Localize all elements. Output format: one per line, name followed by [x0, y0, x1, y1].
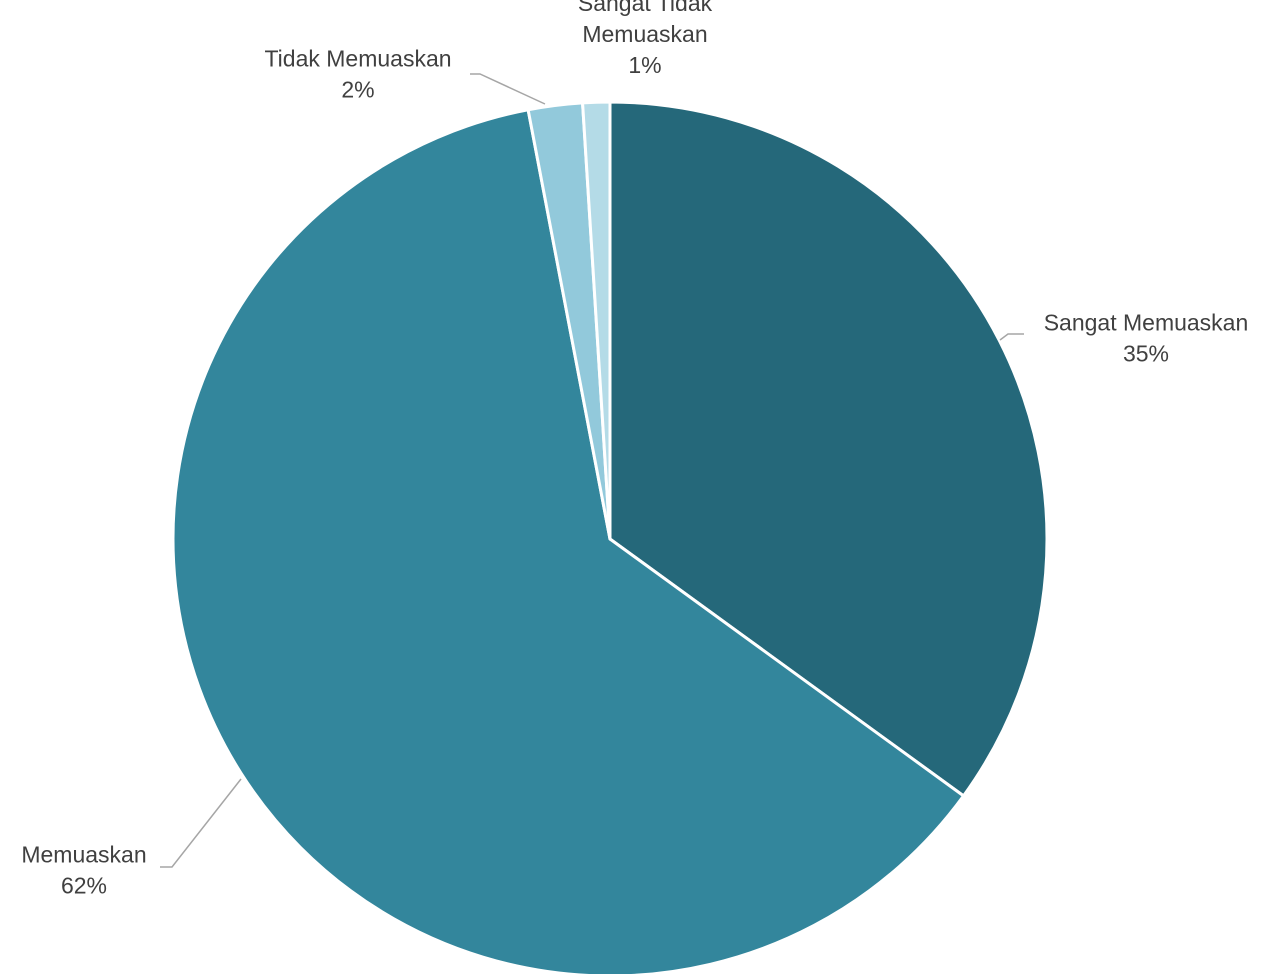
leader-lines: [160, 73, 1024, 868]
leader-line-1: [160, 778, 242, 868]
slice-label-1: Memuaskan 62%: [21, 842, 146, 899]
slice-labels: Sangat Memuaskan 35% Memuaskan 62% Tidak Mem…: [21, 0, 1248, 899]
pie-slice-3: [581, 100, 612, 541]
pie-slices: [171, 100, 1049, 974]
leader-line-2: [470, 73, 546, 105]
slice-value-label: 2%: [341, 77, 374, 103]
leader-line-0: [999, 333, 1024, 341]
slice-category-label: Memuaskan: [21, 842, 146, 868]
slice-category-label: Sangat Tidak: [578, 0, 713, 16]
slice-category-label: Sangat Memuaskan: [1044, 310, 1249, 336]
slice-label-0: Sangat Memuaskan 35%: [1044, 310, 1249, 367]
slice-value-label: 62%: [61, 873, 107, 899]
slice-category-label: Memuaskan: [582, 21, 707, 47]
pie-slice-1: [171, 108, 966, 974]
slice-value-label: 1%: [628, 52, 661, 78]
slice-label-2: Tidak Memuaskan 2%: [264, 46, 451, 103]
slice-category-label: Tidak Memuaskan: [264, 46, 451, 72]
pie-slice-0: [608, 100, 1049, 798]
slice-value-label: 35%: [1123, 341, 1169, 367]
slice-label-3: Sangat Tidak Memuaskan 1%: [578, 0, 713, 78]
